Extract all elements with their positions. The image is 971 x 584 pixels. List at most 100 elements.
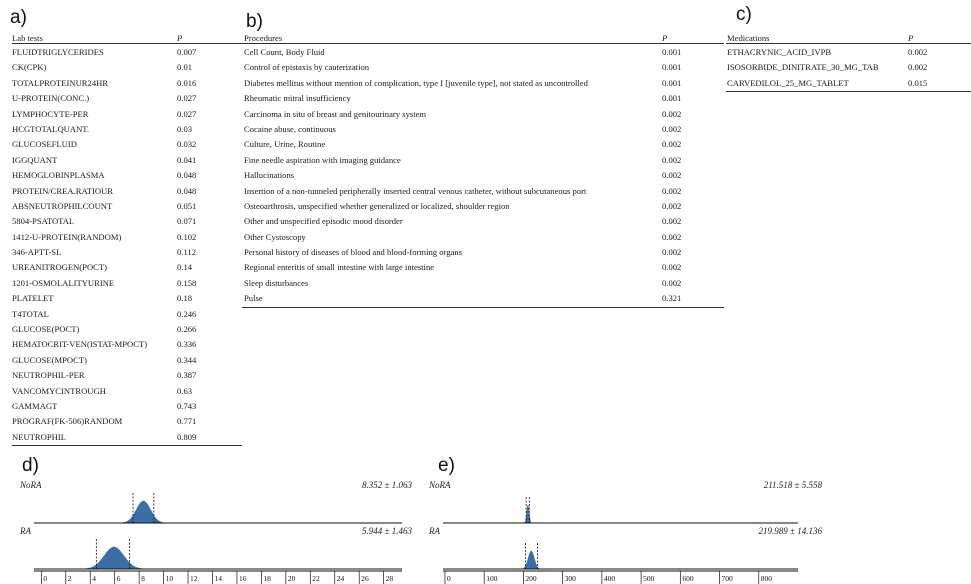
series-label: NoRA — [428, 480, 451, 490]
x-tick-label: 24 — [337, 574, 345, 583]
lab-test-row: UREANITROGEN(POCT) 0.14 — [12, 260, 242, 275]
x-tick-label: 4 — [92, 574, 96, 583]
procedure-row-p-value: 0.002 — [662, 277, 682, 288]
lab-test-row-p-value: 0.102 — [177, 231, 197, 242]
lab-test-row: HEMOGLOBINPLASMA 0.048 — [12, 168, 242, 183]
medications-col-name: Medications — [727, 33, 770, 43]
procedures-body: Cell Count, Body Fluid 0.001 Control of ep… — [242, 44, 724, 307]
lab-test-row: 346-APTT-SL 0.112 — [12, 245, 242, 260]
procedure-row-name: Other Cystoscopy — [244, 231, 306, 242]
procedure-row: Carcinoma in situ of breast and genitour… — [242, 107, 724, 122]
procedure-row-name: Control of epistaxis by cauterization — [244, 62, 370, 73]
procedure-row-name: Personal history of diseases of blood an… — [244, 247, 462, 258]
lab-test-row: IGGQUANT 0.041 — [12, 153, 242, 168]
procedure-row: Cell Count, Body Fluid 0.001 — [242, 45, 724, 60]
lab-test-row-p-value: 0.01 — [177, 62, 193, 73]
procedure-row-p-value: 0.002 — [662, 185, 682, 196]
lab-test-row: 5804-PSATOTAL 0.071 — [12, 214, 242, 229]
x-tick-label: 18 — [263, 574, 271, 583]
lab-tests-bottom-rule — [12, 445, 242, 447]
panel-label-b: b) — [246, 11, 263, 32]
x-tick-label: 10 — [166, 574, 174, 583]
procedure-row-p-value: 0.002 — [662, 139, 682, 150]
lab-test-row-name: GLUCOSE(MPOCT) — [12, 354, 87, 365]
lab-test-row-name: U-PROTEIN(CONC.) — [12, 93, 90, 104]
lab-tests-col-p: P — [177, 33, 183, 43]
series-label: NoRA — [19, 480, 42, 490]
density-curve — [121, 500, 165, 524]
medications-col-p: P — [908, 33, 914, 43]
x-tick-label: 500 — [643, 574, 655, 583]
medication-row-p-value: 0.002 — [908, 47, 928, 57]
procedure-row-name: Osteoarthrosis, unspecified whether gene… — [244, 200, 510, 211]
series-stat: 211.518 ± 5.558 — [764, 480, 823, 490]
lab-tests-body: FLUIDTRIGLYCERIDES 0.007 CK(CPK) 0.01 TOTALP… — [12, 44, 242, 445]
lab-test-row: GLUCOSE(MPOCT) 0.344 — [12, 353, 242, 368]
lab-test-row-name: T4TOTAL — [12, 308, 49, 319]
medications-table: Medications P ETHACRYNIC_ACID_IVPB 0.002 I… — [726, 33, 971, 93]
lab-test-row: HEMATOCRIT-VEN(ISTAT-MPOCT) 0.336 — [12, 337, 242, 352]
lab-test-row-name: GAMMAGT — [12, 400, 58, 411]
lab-test-row-p-value: 0.048 — [177, 185, 197, 196]
x-tick-label: 12 — [190, 574, 198, 583]
procedure-row-p-value: 0.002 — [662, 108, 682, 119]
density-curve — [84, 546, 144, 570]
lab-test-row-name: HCGTOTALQUANT. — [12, 123, 90, 134]
procedure-row-name: Diabetes mellitus without mention of com… — [244, 77, 588, 88]
lab-test-row-name: LYMPHOCYTE-PER — [12, 108, 89, 119]
lab-test-row-p-value: 0.344 — [177, 354, 197, 365]
lab-test-row-p-value: 0.743 — [177, 400, 197, 411]
x-tick-label: 26 — [361, 574, 369, 583]
procedures-bottom-rule — [242, 306, 724, 308]
x-tick-label: 28 — [386, 574, 394, 583]
lab-test-row-p-value: 0.14 — [177, 262, 193, 273]
density-curve — [522, 550, 541, 570]
procedure-row: Cocaine abuse, continuous 0.002 — [242, 122, 724, 137]
lab-test-row-p-value: 0.048 — [177, 170, 197, 181]
x-tick-label: 8 — [141, 574, 145, 583]
density-chart-e: NoRA 211.518 ± 5.558 RA 219.989 ± 14.136 0 10… — [428, 480, 823, 584]
procedure-row-p-value: 0.001 — [662, 93, 682, 104]
lab-test-row: ABSNEUTROPHILCOUNT 0.051 — [12, 199, 242, 214]
series-stat: 8.352 ± 1.063 — [362, 480, 412, 490]
procedure-row: Hallucinations 0.002 — [242, 168, 724, 183]
lab-test-row-p-value: 0.112 — [177, 247, 197, 258]
x-tick-label: 400 — [604, 574, 616, 583]
lab-test-row: LYMPHOCYTE-PER 0.027 — [12, 107, 242, 122]
x-tick-label: 300 — [565, 574, 577, 583]
procedure-row-name: Carcinoma in situ of breast and genitour… — [244, 108, 427, 119]
series-label: RA — [19, 526, 31, 536]
lab-test-row: FLUIDTRIGLYCERIDES 0.007 — [12, 45, 242, 60]
procedure-row-p-value: 0.002 — [662, 216, 682, 227]
lab-test-row-p-value: 0.016 — [177, 77, 197, 88]
series-label: RA — [428, 526, 440, 536]
lab-test-row-p-value: 0.041 — [177, 154, 197, 165]
lab-test-row-p-value: 0.18 — [177, 293, 193, 304]
procedure-row: Diabetes mellitus without mention of com… — [242, 76, 724, 91]
procedure-row: Other Cystoscopy 0.002 — [242, 230, 724, 245]
medications-bottom-rule — [726, 91, 971, 93]
panel-label-d: d) — [22, 455, 39, 476]
procedure-row: Pulse 0.321 — [242, 291, 724, 306]
procedure-row-name: Other and unspecified episodic mood diso… — [244, 216, 403, 227]
lab-test-row: CK(CPK) 0.01 — [12, 60, 242, 75]
lab-test-row: HCGTOTALQUANT. 0.03 — [12, 122, 242, 137]
lab-test-row: PROGRAF(FK-506)RANDOM 0.771 — [12, 414, 242, 429]
procedure-row-p-value: 0.001 — [662, 62, 682, 73]
lab-test-row-p-value: 0.032 — [177, 139, 197, 150]
lab-test-row: 1412-U-PROTEIN(RANDOM) 0.102 — [12, 230, 242, 245]
x-tick-label: 16 — [239, 574, 247, 583]
procedure-row-p-value: 0.001 — [662, 77, 682, 88]
x-tick-label: 600 — [682, 574, 694, 583]
lab-test-row-name: TOTALPROTEINUR24HR — [12, 77, 109, 88]
lab-test-row-p-value: 0.266 — [177, 324, 197, 335]
procedure-row: Osteoarthrosis, unspecified whether gene… — [242, 199, 724, 214]
lab-test-row-name: VANCOMYCINTROUGH — [12, 385, 106, 396]
x-tick-label: 20 — [288, 574, 296, 583]
lab-test-row: GAMMAGT 0.743 — [12, 399, 242, 414]
procedure-row: Fine needle aspiration with imaging guid… — [242, 153, 724, 168]
lab-test-row: GLUCOSE(POCT) 0.266 — [12, 322, 242, 337]
medication-row: ISOSORBIDE_DINITRATE_30_MG_TAB 0.002 — [726, 60, 971, 75]
lab-test-row-p-value: 0.63 — [177, 385, 193, 396]
x-tick-label: 200 — [525, 574, 537, 583]
